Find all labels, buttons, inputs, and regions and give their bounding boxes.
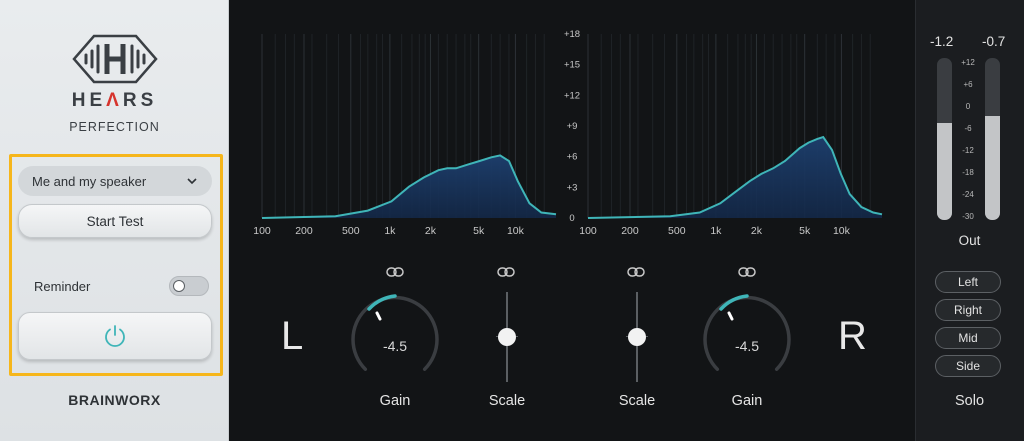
gain-value-right: -4.5 [734,338,760,354]
x-tick-label: 2k [751,225,763,237]
profile-dropdown-value: Me and my speaker [32,173,147,189]
solo-side-button[interactable]: Side [935,355,1001,377]
highlight-frame [9,154,223,376]
brand-title: HEΛRS [71,90,158,111]
x-tick-label: 5k [799,225,811,237]
meter-scale-label: +6 [963,80,973,89]
peak-left-value: -1.2 [930,34,954,49]
gain-value-left: -4.5 [382,338,408,354]
start-test-button[interactable]: Start Test [18,204,212,238]
eq-graphs: 100 200 500 1k 2k 5k 10k 100 200 500 1k 2k 5k 10k +1… [253,29,883,237]
main-panel: 100 200 500 1k 2k 5k 10k 100 200 500 1k 2k 5k 10k +1… [229,0,915,441]
gain-knob-right[interactable]: -4.5 [692,288,802,388]
meter-scale-label: -6 [964,124,972,133]
reminder-label: Reminder [34,279,91,294]
profile-dropdown[interactable]: Me and my speaker [18,166,212,196]
scale-label-left: Scale [488,393,526,409]
eq-graph-left: 100 200 500 1k 2k 5k 10k [253,34,557,237]
left-panel: HEΛRS PERFECTION Me and my speaker Start… [0,0,229,441]
eq-graph-right: 100 200 500 1k 2k 5k 10k [579,34,883,237]
scale-slider-left[interactable] [492,292,522,382]
solo-label: Solo [954,393,985,409]
x-tick-label: 100 [579,225,597,237]
meter-scale-label: -30 [962,212,974,221]
power-icon [105,325,125,347]
meter-scale: +12 +6 0 -6 -12 -18 -24 -30 [946,56,990,222]
meter-fill-right [985,116,1000,220]
x-tick-label: 5k [473,225,485,237]
slider-thumb[interactable] [498,328,516,346]
x-tick-label: 200 [621,225,639,237]
meter-scale-label: 0 [965,102,971,111]
solo-mid-button[interactable]: Mid [935,327,1001,349]
gain-knob-left[interactable]: -4.5 [340,288,450,388]
x-tick-label: 1k [710,225,722,237]
gain-label-right: Gain [731,393,763,409]
link-icon[interactable] [627,266,645,278]
link-icon[interactable] [738,266,756,278]
power-button[interactable] [18,312,212,360]
y-tick-label: +18 [564,29,580,40]
meter-scale-label: -24 [962,190,974,199]
chevron-down-icon [187,178,197,185]
link-icon[interactable] [386,266,404,278]
x-tick-label: 500 [668,225,686,237]
hears-logo [72,34,158,84]
y-tick-label: +12 [564,90,580,101]
x-tick-label: 1k [384,225,396,237]
meter-scale-label: +12 [961,58,975,67]
reminder-toggle[interactable] [169,276,209,296]
x-tick-label: 10k [833,225,851,237]
y-tick-label: +15 [564,60,580,71]
gain-label-left: Gain [379,393,411,409]
scale-label-right: Scale [618,393,656,409]
output-meter-left [937,58,952,220]
x-tick-label: 500 [342,225,360,237]
solo-right-button[interactable]: Right [935,299,1001,321]
brainworx-footer: BRAINWORX [68,392,161,408]
x-tick-label: 100 [253,225,271,237]
meter-scale-label: -18 [962,168,974,177]
x-tick-label: 10k [507,225,525,237]
y-axis-labels: +18 +15 +12 +9 +6 +3 0 [564,29,580,224]
x-tick-label: 2k [425,225,437,237]
meter-fill-left [937,122,952,220]
channel-letter-right: R [838,314,867,358]
toggle-knob [173,280,185,292]
y-tick-label: +6 [567,152,578,163]
output-meter-right [985,58,1000,220]
solo-left-button[interactable]: Left [935,271,1001,293]
slider-thumb[interactable] [628,328,646,346]
y-tick-label: +9 [567,121,578,132]
peak-right-value: -0.7 [982,34,1006,49]
out-label: Out [958,233,981,248]
brand-subtitle: PERFECTION [69,120,160,134]
link-icon[interactable] [497,266,515,278]
meter-scale-label: -12 [962,146,974,155]
y-tick-label: 0 [569,213,574,224]
y-tick-label: +3 [567,182,578,193]
scale-slider-right[interactable] [622,292,652,382]
channel-letter-left: L [281,314,304,358]
x-tick-label: 200 [295,225,313,237]
